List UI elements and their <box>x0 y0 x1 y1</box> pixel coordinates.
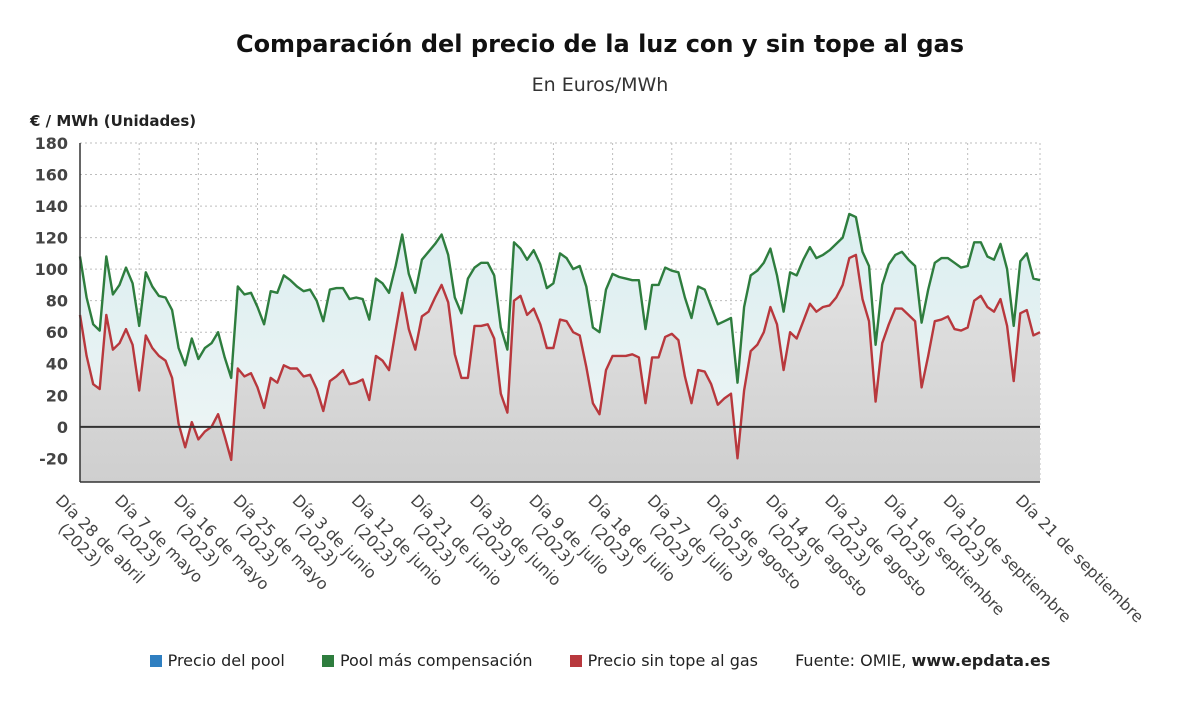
series-line-0 <box>78 212 1041 384</box>
legend-label: Pool más compensación <box>339 651 533 670</box>
source-text: Fuente: OMIE, <box>795 651 912 670</box>
area-fill-sin-tope <box>80 254 1040 482</box>
legend-swatch <box>149 655 162 667</box>
legend-item-sin-tope[interactable]: Precio sin tope al gas <box>569 651 758 670</box>
chart-subtitle: En Euros/MWh <box>531 74 669 96</box>
chart-title: Comparación del precio de la luz con y s… <box>235 30 965 58</box>
legend-label: Precio del pool <box>167 651 285 670</box>
y-tick-label: 0 <box>57 418 68 437</box>
source-site: www.epdata.es <box>911 651 1051 670</box>
legend-swatch <box>569 655 582 667</box>
line-chart: 180 160 140 120 100 80 60 40 20 0 -20 Día 28 de ab… <box>35 134 1148 627</box>
axes <box>79 143 1040 483</box>
y-tick-label: 20 <box>46 386 68 405</box>
y-axis-label: € / MWh (Unidades) <box>30 112 197 130</box>
series-lines <box>78 212 1041 462</box>
y-tick-label: 100 <box>35 260 68 279</box>
y-tick-label: -20 <box>39 449 68 468</box>
legend-label: Precio sin tope al gas <box>587 651 758 670</box>
y-tick-labels: 180 160 140 120 100 80 60 40 20 0 -20 <box>35 134 68 468</box>
y-tick-label: 140 <box>35 197 68 216</box>
legend: Precio del pool Pool más compensación Pr… <box>0 650 1200 670</box>
y-tick-label: 40 <box>46 355 68 374</box>
y-tick-label: 160 <box>35 166 68 185</box>
x-tick-label: Día 21 de septiembre <box>1012 491 1148 627</box>
y-tick-label: 120 <box>35 229 68 248</box>
legend-item-pool-compensacion[interactable]: Pool más compensación <box>321 651 533 670</box>
x-tick-labels: Día 28 de abril(2023) Día 7 de mayo(2023)… <box>52 491 1148 627</box>
y-tick-label: 80 <box>46 292 68 311</box>
y-tick-label: 180 <box>35 134 68 153</box>
legend-item-pool[interactable]: Precio del pool <box>149 651 285 670</box>
x-tick-text: Día 21 de septiembre <box>1012 491 1148 627</box>
series-line-1 <box>78 253 1041 462</box>
legend-swatch <box>321 655 334 667</box>
legend-source: Fuente: OMIE, www.epdata.es <box>795 651 1050 670</box>
y-tick-label: 60 <box>46 323 68 342</box>
